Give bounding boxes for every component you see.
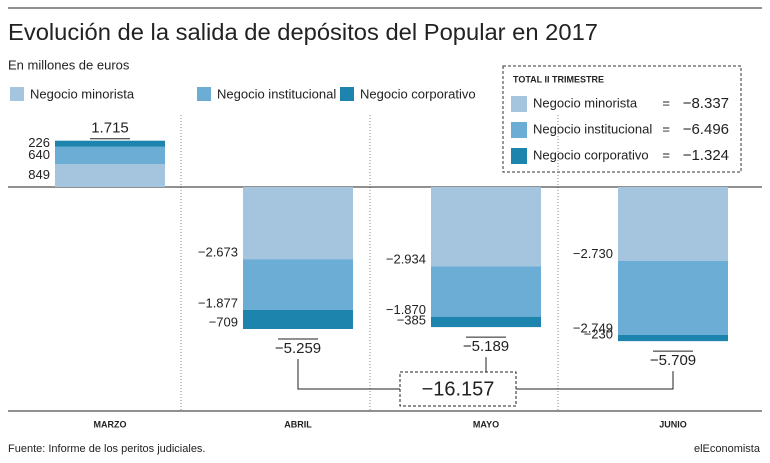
total-label: −5.189 xyxy=(463,338,509,355)
data-label: 640 xyxy=(28,147,50,162)
legend-swatch xyxy=(197,87,211,101)
bar-segment xyxy=(243,259,353,310)
data-label: 849 xyxy=(28,167,50,182)
summary-value: −8.337 xyxy=(683,95,729,112)
data-label: −709 xyxy=(209,314,238,329)
summary-box xyxy=(502,65,742,173)
bar-segment xyxy=(618,187,728,261)
legend-label: Negocio corporativo xyxy=(360,86,476,101)
legend-swatch xyxy=(10,87,24,101)
bar-segment xyxy=(243,309,353,329)
total-label: −5.709 xyxy=(650,352,696,369)
grand-total-label: −16.157 xyxy=(422,378,495,400)
category-label: ABRIL xyxy=(284,419,312,429)
total-label: −5.259 xyxy=(275,340,321,357)
bar-segment xyxy=(243,187,353,260)
summary-value: −1.324 xyxy=(683,147,729,164)
bar-segment xyxy=(431,266,541,317)
chart-title: Evolución de la salida de depósitos del … xyxy=(8,19,598,45)
summary-name: Negocio minorista xyxy=(533,95,638,110)
bar-segment xyxy=(55,146,165,165)
data-label: −230 xyxy=(584,327,613,342)
grand-total-box xyxy=(399,371,517,407)
data-label: −2.749 xyxy=(573,320,613,335)
summary-swatch xyxy=(511,148,527,164)
legend-label: Negocio institucional xyxy=(217,86,336,101)
data-label: 226 xyxy=(28,135,50,150)
bar-segment xyxy=(618,260,728,335)
brand: elEconomista xyxy=(694,443,761,455)
summary-name: Negocio institucional xyxy=(533,121,652,136)
total-label: 1.715 xyxy=(91,120,129,137)
connector xyxy=(516,371,674,390)
bar-segment xyxy=(55,140,165,147)
summary-separator: = xyxy=(662,147,670,162)
legend-swatch xyxy=(340,87,354,101)
summary-swatch xyxy=(511,96,527,112)
data-label: −1.870 xyxy=(386,302,426,317)
category-label: MARZO xyxy=(94,419,127,429)
source: Fuente: Informe de los peritos judiciale… xyxy=(8,443,206,455)
summary-value: −6.496 xyxy=(683,121,729,138)
data-label: −2.934 xyxy=(386,252,426,267)
legend-label: Negocio minorista xyxy=(30,86,135,101)
data-label: −385 xyxy=(397,313,426,328)
category-label: JUNIO xyxy=(659,419,687,429)
summary-separator: = xyxy=(662,121,670,136)
summary-separator: = xyxy=(662,95,670,110)
data-label: −1.877 xyxy=(198,295,238,310)
bar-segment xyxy=(618,334,728,342)
summary-name: Negocio corporativo xyxy=(533,147,649,162)
subtitle: En millones de euros xyxy=(8,57,130,72)
bar-segment xyxy=(431,316,541,328)
bar-segment xyxy=(55,164,165,187)
data-label: −2.673 xyxy=(198,245,238,260)
summary-swatch xyxy=(511,122,527,138)
summary-title: TOTAL II TRIMESTRE xyxy=(513,74,604,84)
data-label: −2.730 xyxy=(573,246,613,261)
category-label: MAYO xyxy=(473,419,499,429)
bar-segment xyxy=(431,187,541,267)
connector xyxy=(297,358,400,390)
